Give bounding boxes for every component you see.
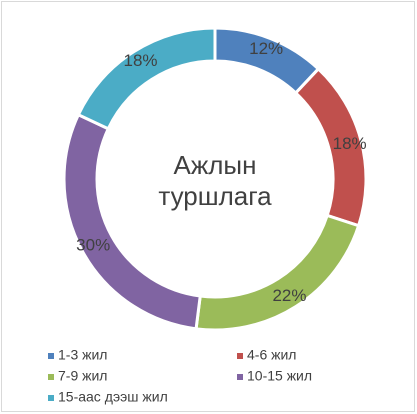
legend-label: 1-3 жил [58, 347, 107, 363]
chart-title: Ажлын туршлага [158, 150, 272, 211]
legend-label: 4-6 жил [247, 347, 296, 363]
data-label: 12% [249, 39, 283, 58]
legend-marker [48, 353, 54, 359]
legend-marker [237, 353, 243, 359]
legend-label: 10-15 жил [247, 368, 312, 384]
legend-marker [237, 374, 243, 380]
donut-segment [76, 26, 217, 131]
data-label: 18% [333, 134, 367, 153]
data-label: 18% [124, 51, 158, 70]
data-label: 30% [76, 235, 110, 254]
legend-marker [48, 395, 54, 401]
data-label: 22% [272, 286, 306, 305]
legend-marker [48, 374, 54, 380]
legend-label: 7-9 жил [58, 368, 107, 384]
legend-label: 15-аас дээш жил [58, 389, 168, 405]
